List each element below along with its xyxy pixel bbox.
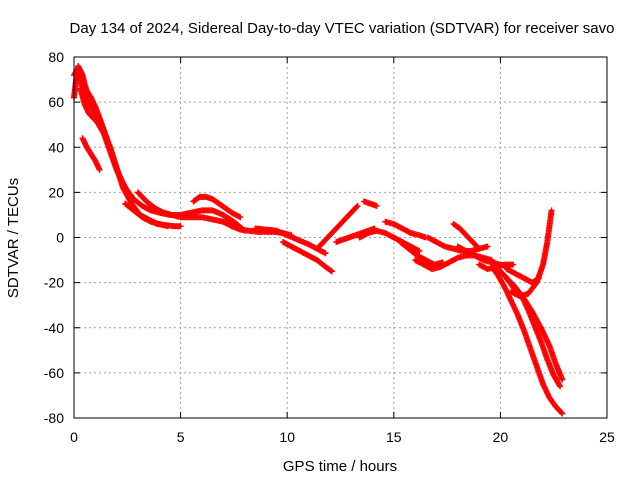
- data-point: [416, 248, 423, 255]
- y-tick-label: 60: [48, 94, 64, 110]
- y-tick-label: 20: [48, 184, 64, 200]
- data-point: [354, 202, 361, 209]
- data-point: [322, 250, 329, 257]
- data-point: [548, 207, 555, 214]
- x-tick-label: 5: [177, 429, 185, 445]
- y-axis-label: SDTVAR / TECUs: [5, 178, 22, 298]
- y-tick-label: 0: [56, 230, 64, 246]
- series-arc-o: [382, 218, 429, 241]
- data-point: [177, 223, 184, 230]
- x-tick-label: 0: [70, 429, 78, 445]
- axis-ticks: 0 5 10 15 20 25 -80 -60 -40 -20 0 20 40 60 80: [44, 49, 615, 445]
- series-arc-j: [279, 239, 335, 275]
- series-arc-e: [122, 200, 171, 230]
- series-arc-p: [397, 239, 446, 268]
- series-arc-g: [190, 193, 244, 221]
- data-point: [556, 382, 563, 389]
- data-point: [373, 202, 380, 209]
- x-tick-label: 10: [279, 429, 295, 445]
- data-point: [557, 383, 564, 390]
- plot-area: [71, 63, 566, 417]
- x-tick-label: 25: [599, 429, 615, 445]
- data-point: [353, 203, 360, 210]
- y-tick-label: -80: [44, 410, 64, 426]
- data-point: [475, 244, 482, 251]
- x-tick-label: 15: [386, 429, 402, 445]
- series-arc-n: [360, 198, 380, 209]
- series-arc-c: [77, 85, 133, 198]
- data-point: [535, 275, 542, 282]
- series-arc-d: [79, 135, 103, 173]
- data-point: [476, 245, 483, 252]
- data-point: [237, 214, 244, 221]
- y-tick-label: -40: [44, 320, 64, 336]
- y-tick-label: -60: [44, 365, 64, 381]
- series-arc-v: [488, 263, 566, 417]
- chart-title: Day 134 of 2024, Sidereal Day-to-day VTE…: [70, 20, 615, 37]
- y-tick-label: 40: [48, 139, 64, 155]
- data-point: [125, 190, 132, 197]
- series-arc-y: [508, 207, 555, 300]
- data-point: [126, 191, 133, 198]
- data-point: [96, 166, 103, 173]
- series-arc-l: [333, 225, 378, 246]
- data-point: [484, 243, 491, 250]
- series-arc-i: [252, 225, 329, 257]
- data-point: [510, 261, 517, 268]
- data-point: [328, 268, 335, 275]
- series-arc-s: [450, 220, 483, 252]
- data-point: [327, 267, 334, 274]
- data-point: [558, 409, 565, 416]
- data-point: [534, 275, 541, 282]
- series-arc-z: [503, 266, 542, 286]
- series-arc-k: [316, 202, 361, 250]
- data-point: [559, 410, 566, 417]
- x-tick-label: 20: [493, 429, 509, 445]
- grid-lines: [74, 57, 607, 418]
- data-point: [559, 376, 566, 383]
- data-point: [164, 223, 171, 230]
- x-axis-label: GPS time / hours: [283, 458, 397, 475]
- y-tick-label: 80: [48, 49, 64, 65]
- y-tick-label: -20: [44, 275, 64, 291]
